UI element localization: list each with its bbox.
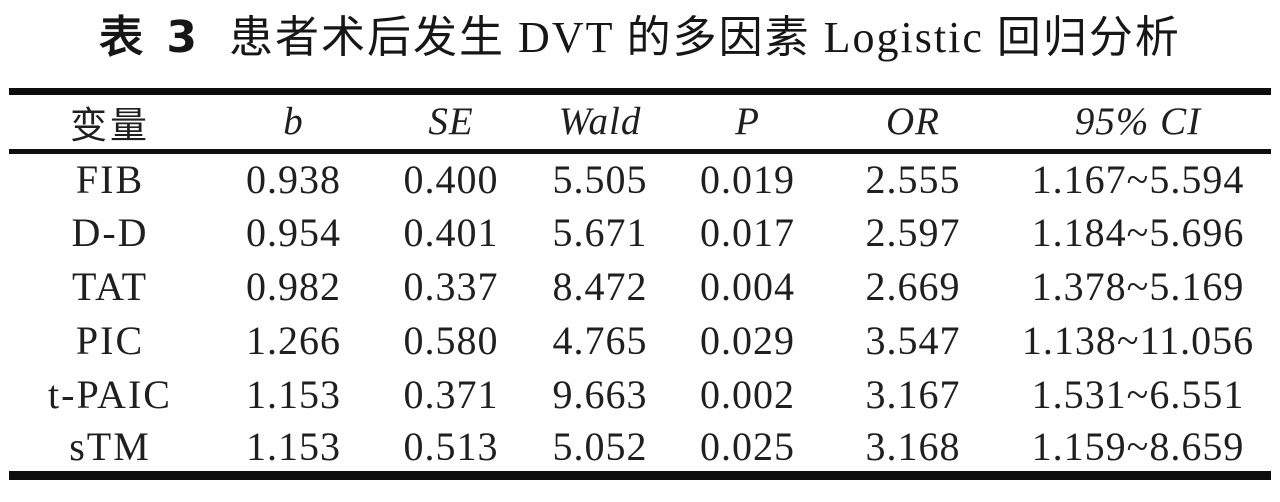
value-cell: 1.266: [246, 317, 341, 363]
table-row: FIB 0.938 0.400 5.505 0.019 2.555 1.167~5.594: [9, 151, 1271, 205]
value-cell: 0.029: [700, 317, 795, 363]
value-cell: 0.400: [403, 157, 499, 203]
value-cell: 5.671: [552, 209, 648, 255]
value-cell: 0.938: [246, 157, 341, 203]
table-caption: 表 3 患者术后发生 DVT 的多因素 Logistic 回归分析: [0, 0, 1280, 64]
value-cell: 5.505: [552, 157, 648, 203]
value-cell: 4.765: [552, 317, 648, 363]
table-row: t-PAIC 1.153 0.371 9.663 0.002 3.167 1.531~6.5…: [9, 367, 1271, 421]
logistic-regression-table: 变量 b SE Wald P OR 95% CI FIB 0.938 0.400 5.…: [9, 87, 1271, 480]
value-cell: 1.531~6.551: [1031, 371, 1245, 417]
value-cell: 2.555: [865, 157, 961, 203]
column-header-variable: 变量: [70, 105, 150, 147]
variable-cell: PIC: [75, 317, 145, 363]
column-header-se: SE: [428, 100, 474, 144]
value-cell: 3.168: [865, 423, 961, 469]
value-cell: 1.138~11.056: [1021, 317, 1255, 363]
table-row: TAT 0.982 0.337 8.472 0.004 2.669 1.378~5.169: [9, 259, 1271, 313]
value-cell: 0.337: [403, 263, 499, 309]
value-cell: 1.153: [246, 371, 341, 417]
value-cell: 1.153: [246, 423, 341, 469]
variable-cell: sTM: [69, 423, 151, 469]
table-body: FIB 0.938 0.400 5.505 0.019 2.555 1.167~5.594 D…: [9, 151, 1271, 475]
header-row: 变量 b SE Wald P OR 95% CI: [9, 91, 1271, 152]
value-cell: 2.669: [865, 263, 961, 309]
table-row: sTM 1.153 0.513 5.052 0.025 3.168 1.159~8.659: [9, 421, 1271, 475]
column-header-p: P: [735, 100, 760, 144]
value-cell: 1.184~5.696: [1031, 209, 1245, 255]
table-caption-number: 表 3: [99, 12, 202, 63]
value-cell: 0.025: [700, 423, 795, 469]
table-row: D-D 0.954 0.401 5.671 0.017 2.597 1.184~5.696: [9, 205, 1271, 259]
value-cell: 1.159~8.659: [1031, 423, 1245, 469]
table-header: 变量 b SE Wald P OR 95% CI: [9, 91, 1271, 152]
value-cell: 0.002: [700, 371, 795, 417]
value-cell: 0.401: [403, 209, 499, 255]
table-caption-text: 患者术后发生 DVT 的多因素 Logistic 回归分析: [229, 13, 1181, 62]
value-cell: 2.597: [865, 209, 961, 255]
value-cell: 0.004: [700, 263, 795, 309]
value-cell: 0.019: [700, 157, 795, 203]
variable-cell: t-PAIC: [48, 371, 172, 417]
value-cell: 0.580: [403, 317, 499, 363]
value-cell: 1.167~5.594: [1031, 157, 1245, 203]
value-cell: 5.052: [552, 423, 648, 469]
variable-cell: FIB: [75, 157, 145, 203]
value-cell: 8.472: [552, 263, 648, 309]
value-cell: 0.017: [700, 209, 795, 255]
value-cell: 3.547: [865, 317, 961, 363]
column-header-or: OR: [886, 100, 940, 144]
column-header-wald: Wald: [558, 100, 642, 144]
value-cell: 0.513: [403, 423, 499, 469]
value-cell: 0.954: [246, 209, 341, 255]
value-cell: 3.167: [865, 371, 961, 417]
value-cell: 0.371: [403, 371, 499, 417]
value-cell: 9.663: [552, 371, 648, 417]
value-cell: 0.982: [246, 263, 341, 309]
table-row: PIC 1.266 0.580 4.765 0.029 3.547 1.138~11.056: [9, 313, 1271, 367]
column-header-95ci: 95% CI: [1074, 100, 1202, 144]
value-cell: 1.378~5.169: [1031, 263, 1245, 309]
column-header-b: b: [283, 100, 304, 144]
variable-cell: TAT: [71, 263, 149, 309]
variable-cell: D-D: [71, 209, 149, 255]
